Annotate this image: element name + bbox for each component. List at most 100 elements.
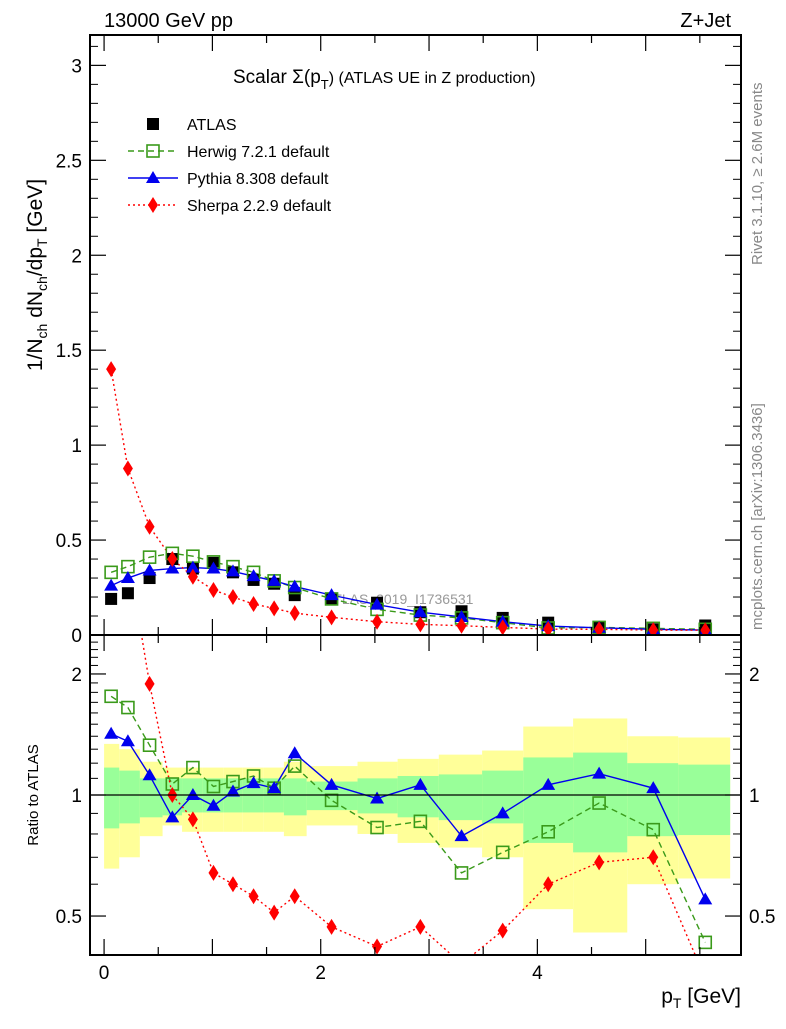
data-point-diamond [144, 518, 155, 535]
ratio-point-diamond [289, 888, 300, 905]
ratio-tick-label: 1 [71, 786, 82, 807]
data-point-triangle [142, 563, 157, 576]
ratio-point-open-square [206, 779, 221, 794]
ratio-point-triangle [454, 829, 469, 842]
ratio-point-open-square [592, 796, 606, 810]
y-tick-label: 1 [71, 436, 82, 457]
legend-marker-triangle [146, 171, 160, 183]
ratio-band-inner [119, 770, 140, 824]
y-axis-label: 1/Nch dNch/dpT [GeV] [24, 179, 50, 371]
ratio-point-diamond [497, 922, 508, 939]
data-point-diamond [372, 613, 383, 630]
data-point-triangle [165, 561, 180, 574]
data-point-diamond [648, 622, 659, 635]
x-tick-label: 4 [532, 963, 543, 984]
data-point-diamond [594, 621, 605, 635]
data-point-diamond [269, 600, 280, 617]
ratio-point-open-square [370, 820, 384, 835]
ratio-tick-label-right: 0.5 [749, 907, 775, 928]
ratio-point-diamond [123, 545, 133, 561]
ratio-point-diamond [457, 956, 467, 972]
data-point-square [105, 592, 118, 605]
data-point-triangle [267, 573, 282, 586]
watermark: ATLAS_2019_I1736531 [325, 591, 474, 607]
y-tick-label: 0 [71, 626, 82, 647]
ratio-band-inner [523, 757, 574, 843]
ratio-point-triangle [592, 766, 607, 779]
ratio-point-triangle [646, 781, 661, 794]
legend-label: ATLAS [187, 117, 237, 134]
axes: 0 0.5 1 1.5 2 2.5 3 0.5 0.5 1 1 2 2 0 2 4 [56, 35, 775, 984]
header-right: Z+Jet [680, 10, 731, 32]
data-point-triangle [413, 605, 428, 618]
ratio-point-triangle [185, 788, 200, 800]
ratio-point-diamond [208, 864, 219, 881]
y-tick-label: 3 [71, 56, 82, 77]
data-point-triangle [246, 569, 261, 582]
data-point-diamond [289, 605, 300, 622]
data-point-square [121, 587, 134, 600]
ratio-point-triangle [370, 791, 385, 804]
x-tick-label: 2 [315, 963, 326, 984]
data-point-diamond [415, 616, 426, 633]
data-point-diamond [227, 589, 238, 606]
data-point-open-square [142, 550, 157, 564]
side-mcplots: mcplots.cern.ch [arXiv:1306.3436] [749, 403, 766, 630]
ratio-series [104, 438, 713, 972]
ratio-band-inner [573, 752, 628, 853]
data-point-diamond [208, 582, 219, 598]
ratio-point-diamond [326, 918, 337, 935]
ratio-point-open-square [142, 738, 157, 753]
legend-label: Sherpa 2.2.9 default [187, 198, 332, 215]
ratio-point-triangle [495, 806, 510, 819]
ratio-point-diamond [248, 888, 259, 905]
ratio-point-open-square [287, 759, 302, 773]
ratio-point-triangle [541, 777, 556, 790]
legend-marker-open-square [146, 144, 160, 158]
ratio-point-triangle [142, 768, 157, 781]
x-axis-label: pT [GeV] [661, 985, 741, 1011]
ratio-band-inner [438, 774, 483, 821]
data-point-triangle [104, 578, 119, 591]
ratio-frame [89, 634, 742, 956]
ratio-point-diamond [594, 854, 605, 871]
header-left: 13000 GeV pp [104, 10, 233, 32]
ratio-point-diamond [415, 918, 426, 935]
ratio-point-triangle [246, 776, 261, 789]
data-point-triangle [370, 597, 385, 610]
ratio-point-diamond [269, 904, 280, 921]
ratio-point-open-square [495, 845, 510, 860]
ratio-point-open-square [454, 866, 469, 880]
ratio-band-inner [139, 778, 163, 818]
data-point-triangle [225, 564, 240, 577]
y-tick-label: 1.5 [56, 341, 82, 362]
ratio-point-triangle [206, 798, 221, 811]
data-point-triangle [185, 560, 200, 573]
ratio-point-triangle [287, 746, 302, 759]
ratio-point-triangle [225, 784, 240, 797]
ratio-point-triangle [267, 781, 282, 794]
legend: ATLAS Herwig 7.2.1 default Pythia 8.308 de… [128, 117, 332, 215]
ratio-point-open-square [646, 822, 661, 837]
ratio-y-label: Ratio to ATLAS [25, 744, 42, 845]
y-tick-label: 2 [71, 246, 82, 267]
ratio-point-diamond [144, 675, 155, 692]
data-point-diamond [326, 609, 337, 626]
data-point-triangle [454, 609, 469, 622]
ratio-point-triangle [698, 892, 713, 905]
ratio-point-open-square [698, 935, 713, 950]
main-series [104, 361, 713, 635]
ratio-tick-label: 2 [71, 665, 82, 686]
ratio-point-diamond [187, 811, 198, 828]
ratio-point-open-square [413, 814, 428, 829]
ratio-point-diamond [106, 438, 116, 454]
data-point-diamond [106, 361, 117, 378]
data-point-triangle [206, 561, 221, 574]
legend-label: Pythia 8.308 default [187, 171, 329, 188]
ratio-point-open-square [104, 689, 118, 704]
ratio-point-triangle [413, 777, 428, 790]
ratio-point-diamond [648, 849, 659, 866]
ratio-tick-label-right: 1 [749, 786, 760, 807]
data-point-triangle [120, 571, 135, 584]
